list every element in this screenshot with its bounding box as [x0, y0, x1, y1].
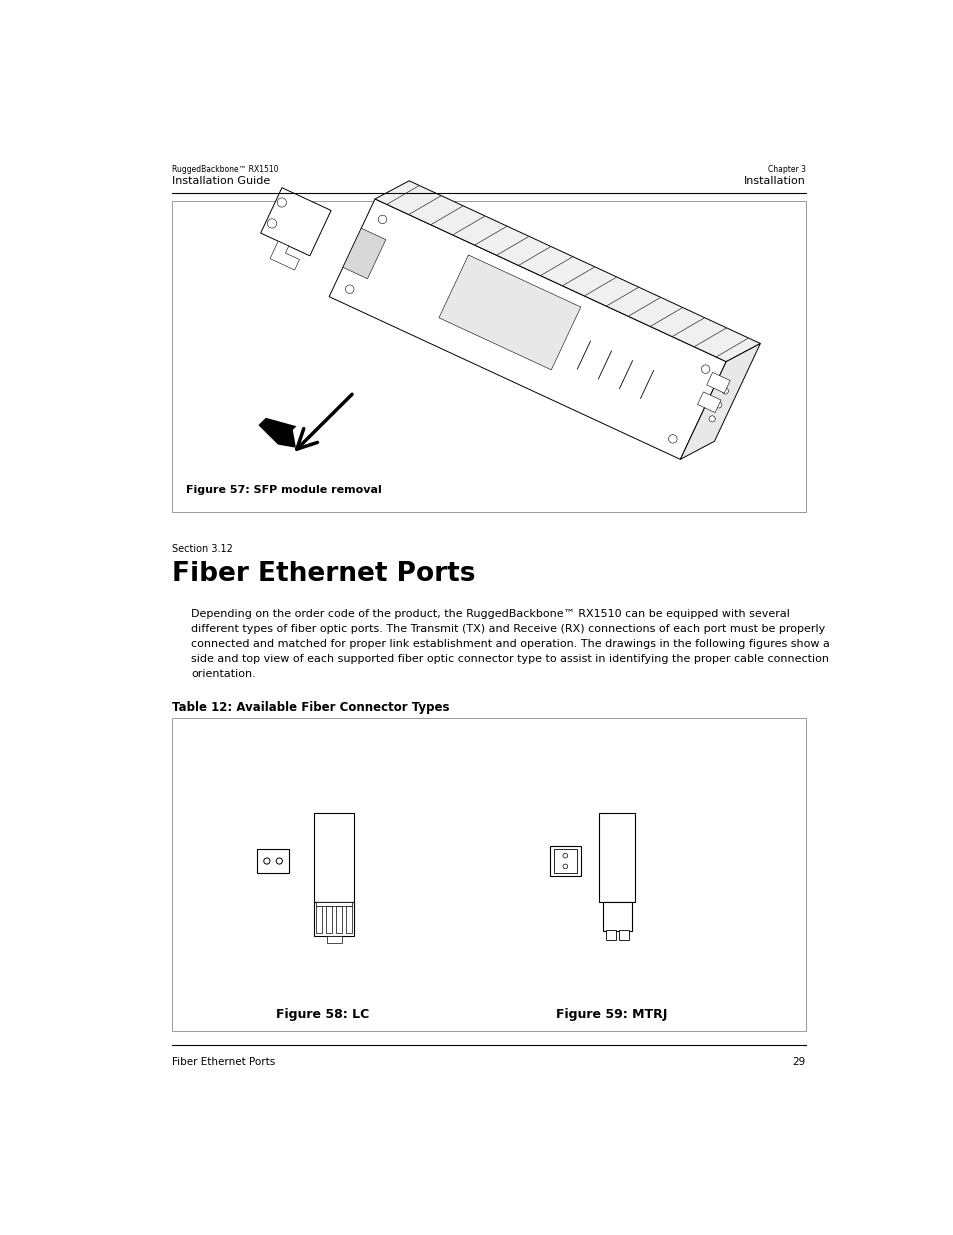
Circle shape	[708, 416, 715, 422]
Circle shape	[277, 198, 286, 207]
Circle shape	[721, 388, 727, 394]
Bar	[598, 814, 635, 902]
Circle shape	[377, 215, 386, 224]
Bar	[605, 930, 615, 940]
Text: Section 3.12: Section 3.12	[172, 543, 233, 555]
Polygon shape	[375, 180, 760, 362]
Bar	[326, 936, 342, 942]
Bar	[316, 902, 352, 906]
Polygon shape	[679, 343, 760, 459]
Text: Fiber Ethernet Ports: Fiber Ethernet Ports	[172, 561, 475, 587]
Text: Installation: Installation	[743, 175, 805, 186]
Text: Fiber Ethernet Ports: Fiber Ethernet Ports	[172, 1057, 274, 1067]
Polygon shape	[254, 417, 296, 448]
Circle shape	[562, 853, 567, 858]
Polygon shape	[342, 228, 385, 279]
Bar	[618, 930, 628, 940]
Bar	[336, 906, 342, 934]
Bar	[172, 200, 805, 511]
Text: Chapter 3: Chapter 3	[767, 165, 805, 174]
Circle shape	[264, 858, 270, 864]
Text: connected and matched for proper link establishment and operation. The drawings : connected and matched for proper link es…	[192, 640, 829, 650]
Text: Figure 59: MTRJ: Figure 59: MTRJ	[556, 1008, 667, 1020]
Polygon shape	[270, 241, 299, 270]
Polygon shape	[438, 254, 580, 369]
Circle shape	[267, 219, 276, 228]
Bar	[326, 906, 332, 934]
Bar	[553, 850, 577, 873]
Circle shape	[562, 864, 567, 868]
Bar	[602, 902, 631, 931]
Circle shape	[668, 435, 677, 443]
Bar	[346, 906, 352, 934]
Text: different types of fiber optic ports. The Transmit (TX) and Receive (RX) connect: different types of fiber optic ports. Th…	[192, 625, 824, 635]
Text: Figure 57: SFP module removal: Figure 57: SFP module removal	[186, 484, 381, 495]
Text: orientation.: orientation.	[192, 669, 255, 679]
Circle shape	[700, 364, 709, 373]
Text: side and top view of each supported fiber optic connector type to assist in iden: side and top view of each supported fibe…	[192, 655, 828, 664]
Circle shape	[345, 285, 354, 294]
Polygon shape	[697, 391, 720, 412]
Bar	[172, 719, 805, 1031]
Bar	[314, 902, 355, 936]
Circle shape	[715, 401, 721, 408]
Text: Table 12: Available Fiber Connector Types: Table 12: Available Fiber Connector Type…	[172, 701, 449, 714]
Text: Depending on the order code of the product, the RuggedBackbone™ RX1510 can be eq: Depending on the order code of the produ…	[192, 609, 789, 620]
Circle shape	[276, 858, 282, 864]
Bar	[256, 848, 289, 873]
Polygon shape	[260, 188, 331, 256]
Bar	[549, 846, 580, 877]
Polygon shape	[329, 199, 725, 459]
Bar	[316, 906, 322, 934]
Text: RuggedBackbone™ RX1510: RuggedBackbone™ RX1510	[172, 165, 278, 174]
Text: Installation Guide: Installation Guide	[172, 175, 270, 186]
Text: Figure 58: LC: Figure 58: LC	[275, 1008, 369, 1020]
Bar	[314, 814, 355, 902]
Polygon shape	[706, 373, 729, 393]
Text: 29: 29	[792, 1057, 805, 1067]
